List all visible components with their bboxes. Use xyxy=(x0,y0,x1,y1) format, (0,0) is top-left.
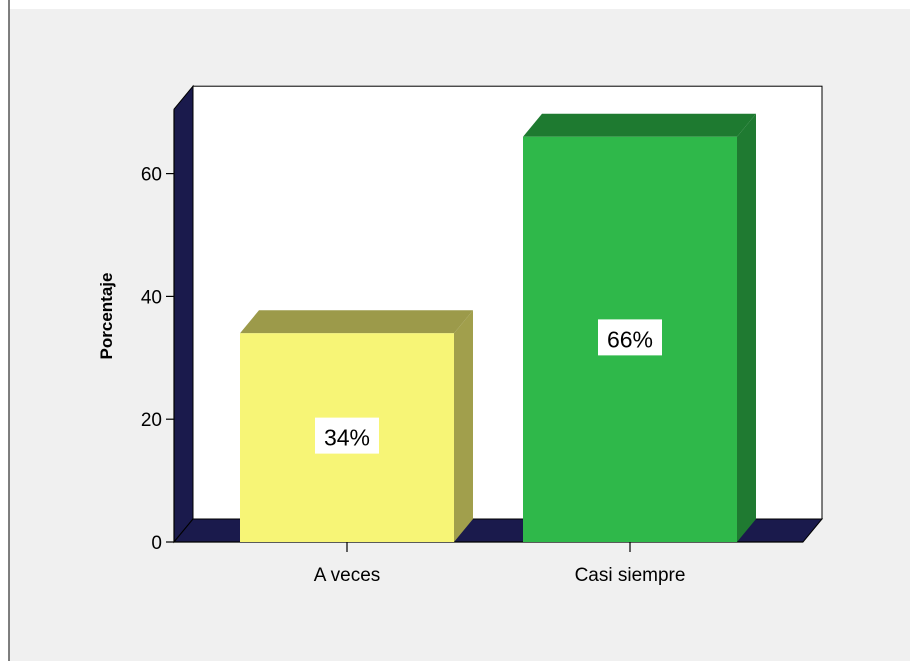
bar-side-face xyxy=(454,310,473,542)
y-tick-label: 40 xyxy=(141,287,162,308)
left-side-wall xyxy=(173,84,194,544)
x-category-label: A veces xyxy=(314,565,381,586)
y-tick-label: 20 xyxy=(141,410,162,431)
y-tick-label: 0 xyxy=(151,533,162,554)
bar-side-face xyxy=(737,113,756,542)
y-tick-label: 60 xyxy=(141,165,162,186)
data-label-box xyxy=(598,319,662,356)
data-label: 66% xyxy=(607,326,653,352)
data-label: 34% xyxy=(324,425,370,451)
data-label-group: 66% xyxy=(598,319,662,356)
y-axis-title: Porcentaje xyxy=(97,273,116,360)
data-label-group: 34% xyxy=(315,417,379,454)
data-label-box xyxy=(315,417,379,454)
bar-top-face xyxy=(523,113,756,137)
bar-top-face xyxy=(240,310,473,334)
x-category-label: Casi siempre xyxy=(575,565,686,586)
